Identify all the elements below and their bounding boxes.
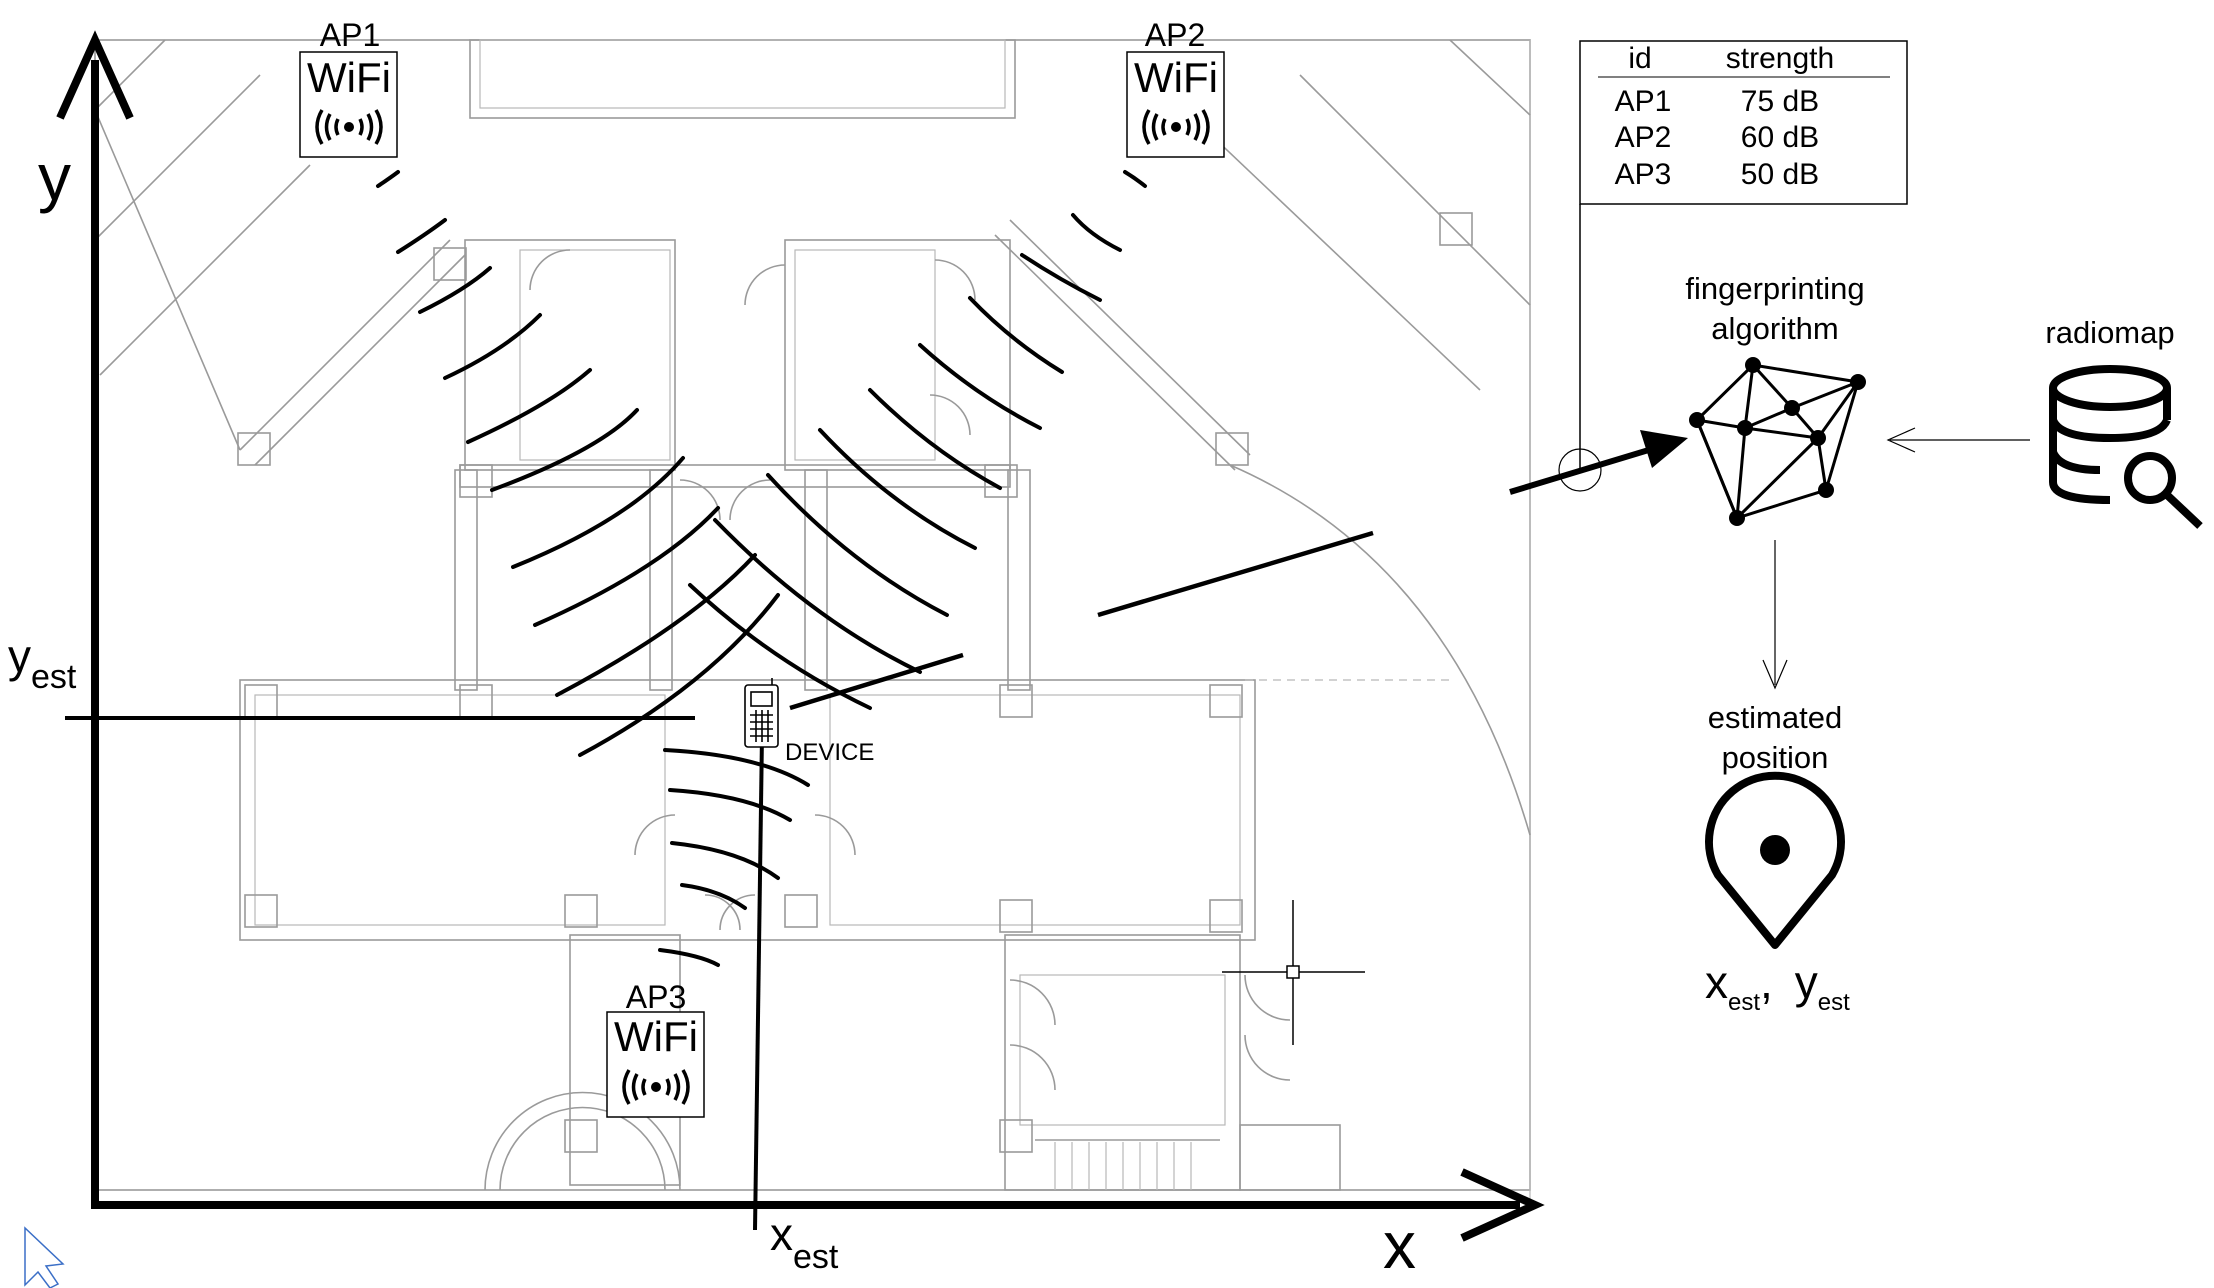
svg-text:AP1: AP1 (1615, 85, 1672, 118)
access-point-ap1: AP1 WiFi (299, 17, 398, 158)
ap2-wifi-box (1126, 51, 1225, 158)
graph-nodes (1689, 357, 1866, 526)
ap3-label: AP3 (626, 979, 686, 1015)
floor-plan (94, 39, 1531, 1200)
table-row: AP1 75 dB (1615, 85, 1820, 118)
radiomap-label: radiomap (2045, 315, 2174, 350)
ap1-wifi-box (299, 51, 398, 158)
x-est-label: xest (770, 1208, 839, 1276)
device: DEVICE (744, 652, 964, 766)
wifi-signal-icon (1142, 109, 1210, 145)
access-point-ap2: AP2 WiFi (1126, 17, 1225, 158)
location-pin-icon (1705, 771, 1845, 949)
access-point-ap3: AP3 WiFi (606, 979, 705, 1118)
svg-text:60 dB: 60 dB (1741, 121, 1819, 154)
table-row: AP2 60 dB (1615, 121, 1820, 154)
estimated-coordinates: xest, yest (1705, 956, 1850, 1016)
table-header-id: id (1628, 42, 1651, 75)
ap2-wifi-text: WiFi (1134, 54, 1218, 101)
cursor-icon (24, 1226, 65, 1288)
ap1-label: AP1 (320, 17, 380, 53)
svg-text:AP2: AP2 (1615, 121, 1672, 154)
ap1-wifi-text: WiFi (307, 54, 391, 101)
signal-strength-table: id strength AP1 75 dB AP2 60 dB AP3 50 d… (1558, 40, 1908, 492)
algorithm-label-line1: fingerprinting (1685, 271, 1864, 306)
x-axis-label: x (1383, 1208, 1416, 1282)
algorithm-label-line2: algorithm (1711, 311, 1839, 346)
ap3-signal-waves (658, 748, 810, 967)
y-est-label: yest (8, 630, 77, 696)
wifi-signal-icon (622, 1069, 690, 1105)
coordinate-axes: y x yest xest (8, 30, 1545, 1282)
svg-text:AP3: AP3 (1615, 158, 1672, 191)
y-axis-label: y (38, 140, 71, 214)
estimated-label-line1: estimated (1708, 700, 1842, 735)
wifi-signal-icon (315, 109, 383, 145)
ap2-signal-waves (688, 170, 1147, 710)
table-row: AP3 50 dB (1615, 158, 1820, 191)
svg-text:75 dB: 75 dB (1741, 85, 1819, 118)
ap3-wifi-text: WiFi (614, 1013, 698, 1060)
fingerprinting-algorithm: fingerprinting algorithm (1685, 271, 1866, 526)
table-header-strength: strength (1726, 42, 1834, 75)
svg-text:50 dB: 50 dB (1741, 158, 1819, 191)
radiomap: radiomap (2045, 315, 2203, 529)
ap2-label: AP2 (1145, 17, 1205, 53)
ap1-signal-waves (376, 170, 780, 757)
ap3-wifi-box (606, 1011, 705, 1118)
network-graph-icon (1695, 363, 1860, 520)
estimated-position: estimated position xest, yest (1705, 700, 1850, 1016)
flow-arrows (1097, 427, 2030, 690)
device-label: DEVICE (785, 739, 874, 766)
estimated-label-line2: position (1722, 740, 1829, 775)
mobile-phone-icon (744, 678, 779, 748)
database-search-icon (2049, 365, 2203, 529)
